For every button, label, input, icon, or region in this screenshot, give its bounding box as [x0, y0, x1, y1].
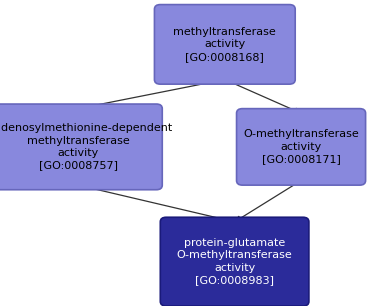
FancyBboxPatch shape	[0, 104, 162, 190]
FancyBboxPatch shape	[160, 217, 309, 306]
Text: O-methyltransferase
activity
[GO:0008171]: O-methyltransferase activity [GO:0008171…	[243, 129, 359, 164]
Text: methyltransferase
activity
[GO:0008168]: methyltransferase activity [GO:0008168]	[174, 27, 276, 62]
Text: protein-glutamate
O-methyltransferase
activity
[GO:0008983]: protein-glutamate O-methyltransferase ac…	[177, 238, 292, 285]
FancyBboxPatch shape	[154, 5, 295, 84]
Text: S-adenosylmethionine-dependent
methyltransferase
activity
[GO:0008757]: S-adenosylmethionine-dependent methyltra…	[0, 123, 173, 170]
FancyBboxPatch shape	[237, 109, 366, 185]
